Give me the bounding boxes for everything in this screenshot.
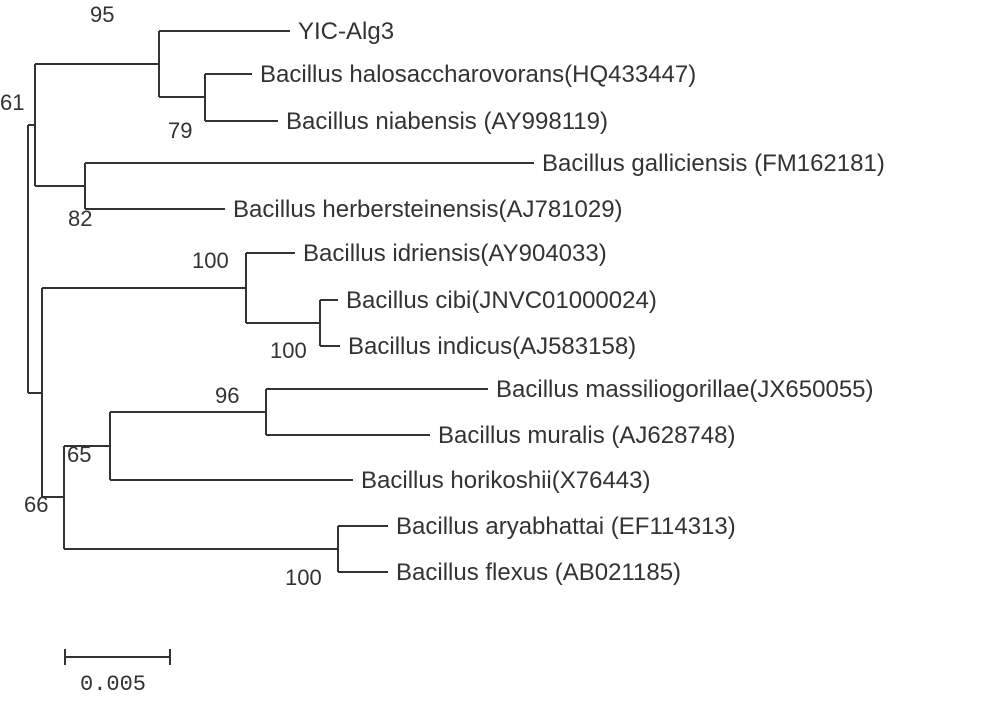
bootstrap-value: 96 [215,383,239,408]
bootstrap-value: 100 [270,338,307,363]
taxon-label: Bacillus massiliogorillae(JX650055) [496,376,874,403]
phylogenetic-tree: YIC-Alg3 Bacillus halosaccharovorans(HQ43… [0,0,1000,716]
bootstrap-value: 100 [285,565,322,590]
taxon-label: Bacillus aryabhattai (EF114313) [396,513,736,540]
scale-bar-label: 0.005 [80,672,146,697]
bootstrap-value: 65 [67,442,91,467]
bootstrap-value: 66 [24,492,48,517]
taxon-label: Bacillus muralis (AJ628748) [438,422,735,449]
taxon-label: YIC-Alg3 [298,18,394,45]
taxon-label: Bacillus indicus(AJ583158) [348,333,636,360]
taxon-label: Bacillus cibi(JNVC01000024) [346,287,657,314]
bootstrap-value: 61 [0,90,24,115]
bootstrap-value: 95 [90,2,114,27]
bootstrap-value: 82 [68,206,92,231]
taxon-label: Bacillus flexus (AB021185) [396,559,681,586]
taxon-label: Bacillus herbersteinensis(AJ781029) [233,196,623,223]
bootstrap-value: 100 [192,248,229,273]
taxon-label: Bacillus halosaccharovorans(HQ433447) [260,61,696,88]
taxon-label: Bacillus idriensis(AY904033) [303,240,607,267]
taxon-label: Bacillus horikoshii(X76443) [361,467,650,494]
taxon-label: Bacillus niabensis (AY998119) [286,108,608,135]
taxon-label: Bacillus galliciensis (FM162181) [542,150,885,177]
bootstrap-value: 79 [168,118,192,143]
